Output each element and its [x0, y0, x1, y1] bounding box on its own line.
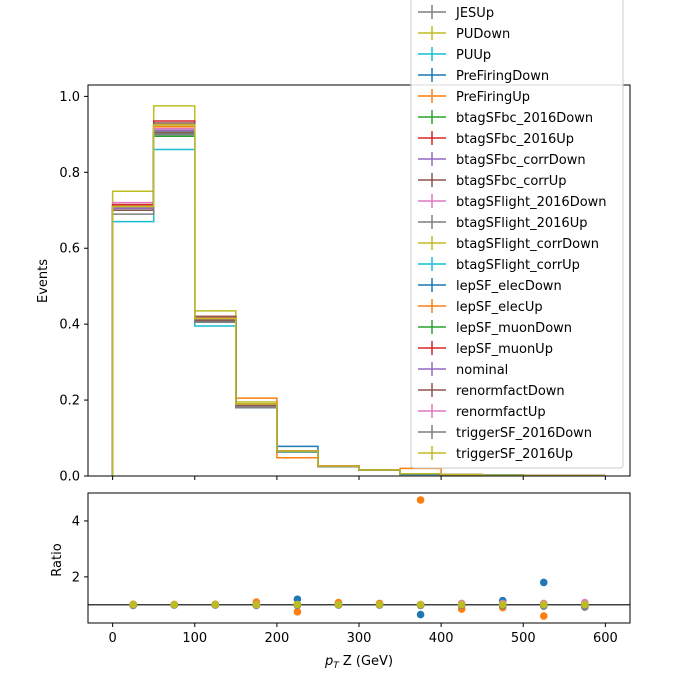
ratio-point: [293, 595, 302, 604]
legend-label: PUUp: [456, 48, 491, 63]
legend-item-lepSF_elecDown: lepSF_elecDown: [418, 278, 562, 294]
legend-label: lepSF_elecUp: [456, 300, 543, 315]
ratio-point: [293, 600, 302, 609]
x-axis-label-unit: Z (GeV): [339, 654, 393, 669]
ratio-point: [539, 612, 548, 620]
ratio-point: [581, 600, 589, 609]
legend-box: [410, 0, 624, 469]
legend-item-btagSFlight_2016Up: btagSFlight_2016Up: [418, 215, 587, 231]
main-y-tick-label: 0.6: [59, 242, 80, 257]
main-plot: 0.0 0.2 0.4 0.6 0.8 1.0: [59, 84, 631, 485]
main-y-tick-label: 0.2: [59, 394, 80, 409]
main-y-axis-label: Events: [36, 259, 51, 303]
histogram-series-group: [111, 105, 606, 476]
legend-item-renormfactDown: renormfactDown: [418, 383, 565, 399]
legend-item-btagSFlight_corrUp: btagSFlight_corrUp: [418, 257, 580, 273]
legend-item-triggerSF_2016Up: triggerSF_2016Up: [418, 446, 573, 462]
ratio-point: [416, 496, 425, 504]
legend-item-lepSF_elecUp: lepSF_elecUp: [418, 299, 543, 315]
legend-label: lepSF_elecDown: [456, 279, 562, 294]
x-tick-label: 300: [347, 631, 372, 646]
ratio-point: [129, 600, 137, 609]
ratio-point: [457, 600, 466, 609]
legend-item-lepSF_muonUp: lepSF_muonUp: [418, 341, 553, 357]
main-y-tick-label: 0.8: [59, 166, 80, 181]
ratio-point: [498, 600, 507, 609]
legend-item-PUDown: PUDown: [418, 26, 510, 42]
legend: JESUp PUDown PUUp PreFiringDown PreFiringUp b…: [410, 0, 624, 469]
ratio-point: [334, 600, 343, 609]
ratio-y-tick-label: 4: [72, 514, 80, 529]
x-axis-label-p: p: [324, 654, 333, 669]
ratio-point: [211, 600, 220, 609]
legend-label: btagSFbc_2016Up: [456, 132, 574, 147]
legend-item-PUUp: PUUp: [418, 47, 491, 63]
main-y-tick-label: 0.0: [59, 470, 80, 485]
ratio-plot: 0 100 200 300 400 500 600 2 4: [72, 492, 631, 646]
legend-label: btagSFbc_corrDown: [456, 153, 586, 168]
x-tick-label: 100: [182, 631, 207, 646]
ratio-y-axis-label: Ratio: [50, 543, 65, 576]
x-tick-label: 600: [593, 631, 618, 646]
legend-label: PUDown: [456, 27, 510, 42]
legend-item-PreFiringDown: PreFiringDown: [418, 68, 549, 84]
ratio-point: [293, 608, 302, 616]
legend-item-triggerSF_2016Down: triggerSF_2016Down: [418, 425, 592, 441]
ratio-y-tick-label: 2: [72, 570, 80, 585]
legend-label: nominal: [456, 363, 508, 378]
ratio-point: [416, 610, 425, 619]
x-tick-label: 0: [108, 631, 116, 646]
legend-item-btagSFlight_2016Down: btagSFlight_2016Down: [418, 194, 607, 210]
legend-label: btagSFlight_2016Up: [456, 216, 587, 231]
main-y-tick-label: 0.4: [59, 318, 80, 333]
ratio-point: [252, 600, 261, 609]
ratio-point: [539, 578, 548, 587]
legend-item-btagSFlight_corrDown: btagSFlight_corrDown: [418, 236, 599, 252]
legend-label: triggerSF_2016Down: [456, 426, 592, 441]
legend-label: btagSFlight_corrUp: [456, 258, 580, 273]
legend-label: btagSFbc_2016Down: [456, 111, 593, 126]
ratio-point: [539, 600, 548, 609]
x-tick-label: 200: [264, 631, 289, 646]
histogram-line-triggerSF_2016Up: [111, 124, 606, 476]
legend-item-lepSF_muonDown: lepSF_muonDown: [418, 320, 572, 336]
legend-item-btagSFbc_2016Up: btagSFbc_2016Up: [418, 131, 574, 147]
legend-item-JESUp: JESUp: [418, 5, 494, 21]
ratio-point: [170, 600, 179, 609]
legend-label: btagSFlight_2016Down: [456, 195, 607, 210]
legend-label: btagSFlight_corrDown: [456, 237, 599, 252]
legend-item-btagSFbc_2016Down: btagSFbc_2016Down: [418, 110, 593, 126]
legend-item-btagSFbc_corrUp: btagSFbc_corrUp: [418, 173, 567, 189]
legend-label: renormfactUp: [456, 405, 546, 420]
ratio-point: [416, 600, 425, 609]
ratio-point: [375, 600, 384, 609]
main-y-tick-label: 1.0: [59, 90, 80, 105]
legend-label: JESUp: [455, 6, 494, 21]
x-axis-label-subscript: T: [333, 661, 340, 671]
legend-label: lepSF_muonUp: [456, 342, 553, 357]
ratio-plot-frame: [87, 492, 631, 624]
legend-label: PreFiringUp: [456, 90, 530, 105]
legend-item-PreFiringUp: PreFiringUp: [418, 89, 530, 105]
legend-label: triggerSF_2016Up: [456, 447, 573, 462]
legend-label: PreFiringDown: [456, 69, 549, 84]
x-tick-label: 500: [511, 631, 536, 646]
legend-item-btagSFbc_corrDown: btagSFbc_corrDown: [418, 152, 586, 168]
legend-item-nominal: nominal: [418, 362, 508, 378]
legend-label: lepSF_muonDown: [456, 321, 572, 336]
legend-label: renormfactDown: [456, 384, 565, 399]
legend-label: btagSFbc_corrUp: [456, 174, 567, 189]
x-axis-label: pT Z (GeV): [324, 654, 393, 671]
x-tick-label: 400: [429, 631, 454, 646]
legend-item-renormfactUp: renormfactUp: [418, 404, 546, 420]
